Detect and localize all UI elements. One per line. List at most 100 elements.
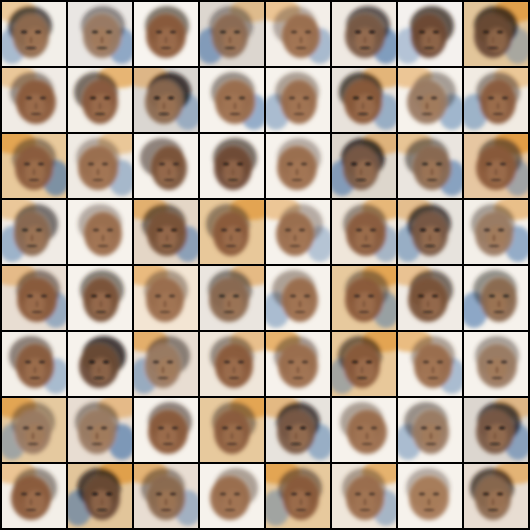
face-tile [134,398,198,462]
face-tile-image [266,270,318,328]
face-tile-image [339,68,396,130]
face-tile-image [398,6,454,64]
face-tile-image [2,266,66,328]
face-tile-image [476,398,528,460]
face-tile [398,134,462,198]
face-tile [2,68,66,132]
face-tile [332,200,396,264]
face-tile-image [2,134,66,196]
face-tile-image [134,68,198,130]
face-tile-image [76,134,132,196]
face-tile-image [148,402,192,454]
face-tile [200,68,264,132]
face-tile [68,2,132,66]
face-tile [266,134,330,198]
face-tile [464,68,528,132]
face-tile [398,332,462,396]
face-tile-image [134,200,198,262]
face-tile-image [79,336,126,388]
face-tile [200,464,264,528]
face-tile [68,398,132,462]
face-tile-image [398,402,449,460]
face-tile [68,464,132,528]
face-tile [134,2,198,66]
face-tile-image [206,200,264,256]
face-tile-image [406,468,450,520]
face-tile-image [210,468,258,520]
face-tile-image [140,138,187,190]
face-tile [2,332,66,396]
face-tile-image [398,68,462,130]
face-tile-image [266,398,330,460]
face-tile-image [476,134,528,196]
face-tile-image [145,6,189,58]
face-tile-image [74,68,132,124]
face-tile [2,2,66,66]
face-tile [464,134,528,198]
face-tile-image [211,72,264,130]
face-tile [200,200,264,264]
face-tile-image [266,72,319,130]
face-tile-image [134,332,190,394]
face-tile [332,332,396,396]
face-tile-image [266,332,318,388]
face-tile-image [470,464,528,520]
face-tile-image [277,138,321,190]
face-tile [2,134,66,198]
face-tile [332,464,396,528]
face-tile [134,332,198,396]
face-tile [266,200,330,264]
face-tile [2,200,66,264]
face-tile-image [332,134,396,196]
face-tile-image [134,266,188,322]
face-tile-image [75,398,132,460]
face-tile [332,266,396,330]
face-tile-image [80,270,124,322]
face-tile-image [81,6,132,64]
face-tile-image [212,398,264,454]
face-tile-image [332,332,396,394]
face-tile-image [2,464,57,520]
face-tile-image [2,2,52,64]
face-tile [134,68,198,132]
face-tile-image [342,464,396,526]
face-tile [266,332,330,396]
face-tile [266,68,330,132]
face-tile [398,266,462,330]
face-tile [2,398,66,462]
face-tile [398,2,462,66]
face-tile [464,266,528,330]
face-tile [200,398,264,462]
face-tile-image [474,2,528,64]
face-tile [332,398,396,462]
face-tile [464,332,528,396]
face-tile [464,398,528,462]
face-tile [134,464,198,528]
face-tile-image [464,270,517,328]
face-tile-image [134,464,198,526]
face-tile [200,332,264,396]
face-tile-image [266,200,330,262]
face-tile [68,332,132,396]
face-tile-image [208,266,264,322]
face-tile-image [464,68,528,130]
face-tile-image [9,336,66,394]
face-tile [464,2,528,66]
face-tile [464,200,528,264]
face-tile [266,2,330,66]
face-tile-image [200,2,264,64]
face-tile [2,464,66,528]
face-tile [266,398,330,462]
face-tile [398,398,462,462]
face-tile-image [398,332,462,394]
face-tile [2,266,66,330]
face-tile [332,68,396,132]
face-tile-image [210,332,264,388]
face-tile-image [2,200,58,262]
face-tile-image [68,464,132,526]
face-tile [200,266,264,330]
face-tile-image [2,398,55,460]
face-tile-image [471,200,528,262]
face-tile [134,200,198,264]
